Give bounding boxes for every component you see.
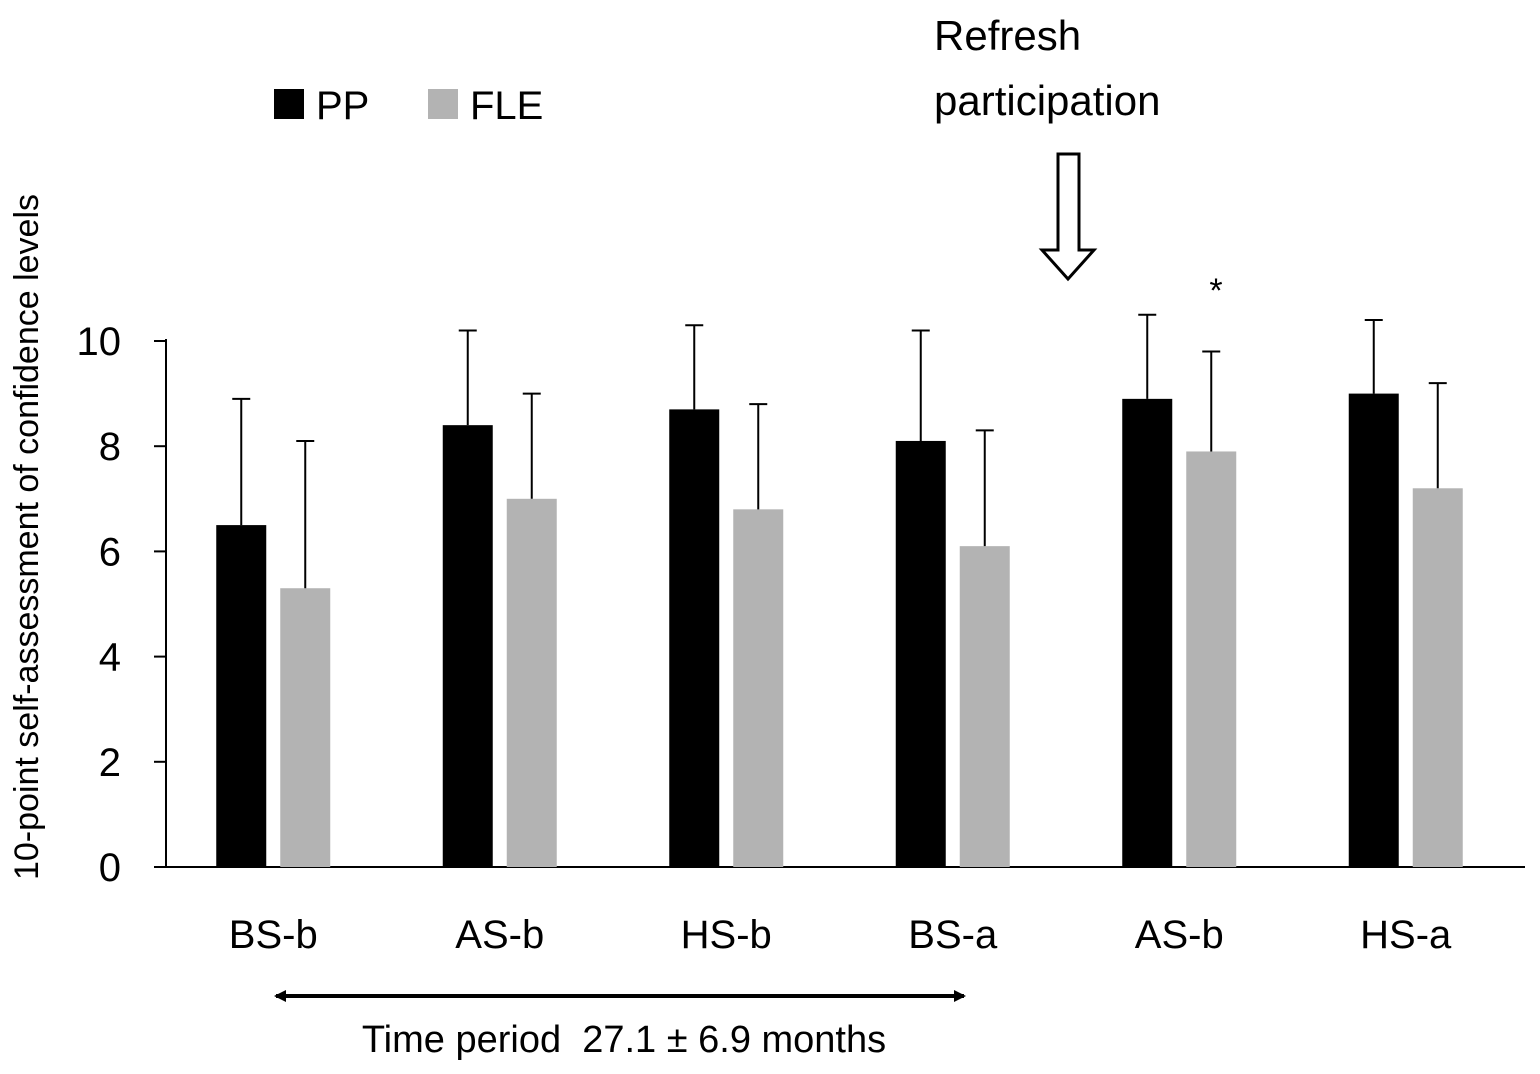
- y-tick-label: 8: [99, 425, 121, 469]
- bar-fle-hs-a: [1412, 488, 1463, 867]
- bar-fle-bs-b: [280, 588, 331, 867]
- legend: PP FLE: [274, 84, 543, 128]
- bar-pp-bs-a: [895, 440, 946, 867]
- bar-fle-hs-b: [733, 509, 784, 867]
- y-tick-label: 0: [99, 846, 121, 890]
- bar-pp-hs-a: [1348, 393, 1399, 867]
- time-period-annotation: Time period 27.1 ± 6.9 months: [274, 990, 966, 1061]
- bar-fle-as-b: [1186, 451, 1237, 867]
- bar-pp-bs-b: [216, 525, 267, 867]
- refresh-label-line1: Refresh: [934, 12, 1081, 59]
- bar-fle-as-b: [506, 498, 557, 867]
- legend-label-pp: PP: [316, 84, 369, 128]
- x-tick-label: BS-b: [229, 913, 318, 957]
- bar-fle-bs-a: [959, 546, 1010, 867]
- bars: [216, 313, 1463, 867]
- legend-swatch-fle: [428, 89, 458, 119]
- y-tick-label: 2: [99, 741, 121, 785]
- y-tick-label: 10: [77, 320, 122, 364]
- refresh-down-arrow: [1038, 152, 1098, 282]
- x-tick-label: AS-b: [1135, 913, 1224, 957]
- bar-pp-as-b: [1122, 398, 1173, 867]
- refresh-annotation: Refresh participation: [934, 12, 1160, 282]
- x-tick-label: BS-a: [908, 913, 998, 957]
- bar-pp-hs-b: [669, 409, 720, 867]
- x-tick-label: HS-b: [681, 913, 772, 957]
- axes: 0 2 4 6 8 10: [77, 320, 1525, 890]
- y-tick-label: 4: [99, 636, 121, 680]
- x-tick-label: HS-a: [1360, 913, 1452, 957]
- x-tick-labels: BS-b AS-b HS-b BS-a AS-b HS-a: [229, 913, 1452, 957]
- y-tick-label: 6: [99, 530, 121, 574]
- legend-swatch-pp: [274, 89, 304, 119]
- y-axis-label: 10-point self-assessment of confidence l…: [8, 194, 46, 880]
- legend-label-fle: FLE: [470, 84, 543, 128]
- time-period-label: Time period 27.1 ± 6.9 months: [362, 1019, 886, 1061]
- bar-pp-as-b: [442, 425, 493, 867]
- significance-marker: *: [1209, 272, 1222, 310]
- x-tick-label: AS-b: [455, 913, 544, 957]
- refresh-label-line2: participation: [934, 77, 1160, 124]
